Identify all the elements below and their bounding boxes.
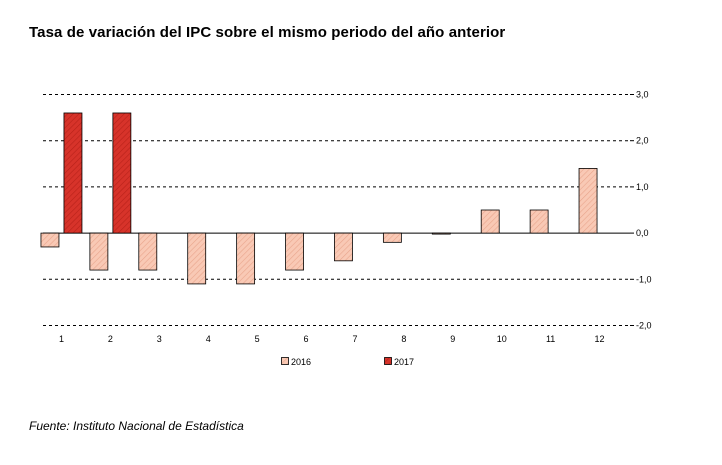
- x-tick-label-3: 3: [157, 334, 162, 344]
- x-axis-labels: 1 2 3 4 5 6 7 8 9 10 11 12: [59, 334, 605, 344]
- bar-2016-3: [138, 232, 158, 271]
- source-note: Fuente: Instituto Nacional de Estadístic…: [29, 419, 244, 433]
- x-tick-label-2: 2: [108, 334, 113, 344]
- chart-title: Tasa de variación del IPC sobre el mismo…: [29, 24, 506, 41]
- x-tick-label-7: 7: [352, 334, 357, 344]
- bar-2016-1: [40, 232, 60, 248]
- bar-2016-9: [431, 232, 451, 235]
- legend-swatch-2016: [281, 357, 289, 365]
- legend-label-2017: 2017: [394, 357, 414, 367]
- y-tick-label: -2,0: [636, 321, 652, 331]
- x-tick-label-10: 10: [497, 334, 507, 344]
- x-tick-label-8: 8: [401, 334, 406, 344]
- bar-2017-2: [112, 112, 132, 234]
- legend: 2016 2017: [281, 357, 414, 367]
- x-tick-label-9: 9: [450, 334, 455, 344]
- y-tick-label: 0,0: [636, 228, 649, 238]
- x-tick-label-12: 12: [595, 334, 605, 344]
- bar-2016-2: [89, 232, 109, 271]
- bars: [40, 112, 598, 285]
- bar-2017-1: [63, 112, 83, 234]
- bar-2016-11: [529, 209, 549, 234]
- x-tick-label-11: 11: [546, 334, 555, 344]
- y-tick-label: -1,0: [636, 274, 652, 284]
- bar-2016-8: [382, 232, 402, 243]
- x-tick-label-4: 4: [206, 334, 211, 344]
- y-tick-label: 2,0: [636, 136, 649, 146]
- bar-2016-6: [285, 232, 304, 271]
- bar-2016-10: [480, 209, 500, 234]
- bar-2016-12: [578, 168, 598, 234]
- bar-2016-7: [334, 232, 353, 262]
- legend-swatch-2017: [384, 357, 392, 365]
- x-tick-label-6: 6: [304, 334, 309, 344]
- x-tick-label-5: 5: [255, 334, 260, 344]
- bar-2016-5: [236, 232, 256, 285]
- legend-label-2016: 2016: [291, 357, 311, 367]
- bar-2016-4: [187, 232, 207, 285]
- y-tick-label: 1,0: [636, 182, 649, 192]
- y-tick-label: 3,0: [636, 90, 649, 100]
- x-tick-label-1: 1: [59, 334, 64, 344]
- y-axis: 3,0 2,0 1,0 0,0 -1,0 -2,0: [630, 90, 652, 331]
